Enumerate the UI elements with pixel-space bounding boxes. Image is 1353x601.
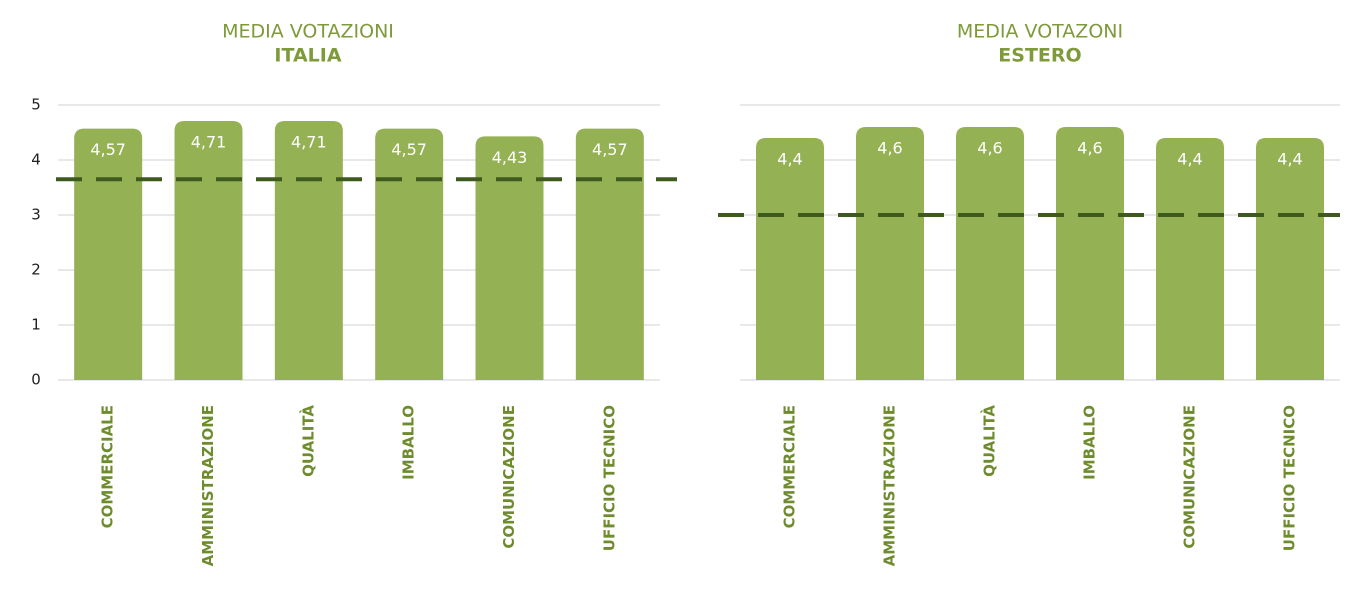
y-tick-label: 2 xyxy=(31,261,41,279)
y-tick-label: 3 xyxy=(31,206,41,224)
bar xyxy=(856,127,924,380)
chart-subtitle: ITALIA xyxy=(274,45,341,67)
bar xyxy=(74,128,143,380)
x-tick-label: IMBALLO xyxy=(400,405,418,480)
y-tick-label: 0 xyxy=(31,371,41,389)
bar xyxy=(1056,127,1124,380)
chart-title: MEDIA VOTAZIONI xyxy=(222,21,394,43)
value-label: 4,6 xyxy=(1077,139,1102,158)
x-tick-label: AMMINISTRAZIONE xyxy=(199,405,217,566)
value-label: 4,57 xyxy=(90,140,126,159)
bar xyxy=(1156,138,1224,380)
bar xyxy=(174,120,243,380)
y-tick-label: 1 xyxy=(31,316,41,334)
x-tick-label: COMUNICAZIONE xyxy=(500,405,518,549)
value-label: 4,43 xyxy=(492,148,528,167)
bar xyxy=(756,138,824,380)
bar xyxy=(956,127,1024,380)
bar xyxy=(475,136,544,380)
bar xyxy=(1256,138,1324,380)
y-tick-label: 4 xyxy=(31,151,41,169)
value-label: 4,57 xyxy=(391,140,427,159)
x-tick-label: IMBALLO xyxy=(1081,405,1099,480)
x-tick-label: AMMINISTRAZIONE xyxy=(881,405,899,566)
value-label: 4,6 xyxy=(977,139,1002,158)
value-label: 4,71 xyxy=(191,132,227,151)
chart-title: MEDIA VOTAZONI xyxy=(957,21,1123,43)
x-tick-label: COMMERCIALE xyxy=(781,405,799,528)
bar xyxy=(575,128,644,380)
x-tick-label: QUALITÀ xyxy=(298,405,317,477)
value-label: 4,4 xyxy=(777,150,802,169)
value-label: 4,6 xyxy=(877,139,902,158)
x-tick-label: COMUNICAZIONE xyxy=(1181,405,1199,549)
x-tick-label: COMMERCIALE xyxy=(99,405,117,528)
x-tick-label: UFFICIO TECNICO xyxy=(1281,405,1299,551)
bar xyxy=(375,128,444,380)
chart-subtitle: ESTERO xyxy=(998,45,1081,67)
bar xyxy=(274,120,343,380)
x-tick-label: QUALITÀ xyxy=(980,405,999,477)
value-label: 4,71 xyxy=(291,132,327,151)
value-label: 4,4 xyxy=(1177,150,1202,169)
value-label: 4,4 xyxy=(1277,150,1302,169)
y-tick-label: 5 xyxy=(31,96,41,114)
x-tick-label: UFFICIO TECNICO xyxy=(600,405,618,551)
value-label: 4,57 xyxy=(592,140,628,159)
